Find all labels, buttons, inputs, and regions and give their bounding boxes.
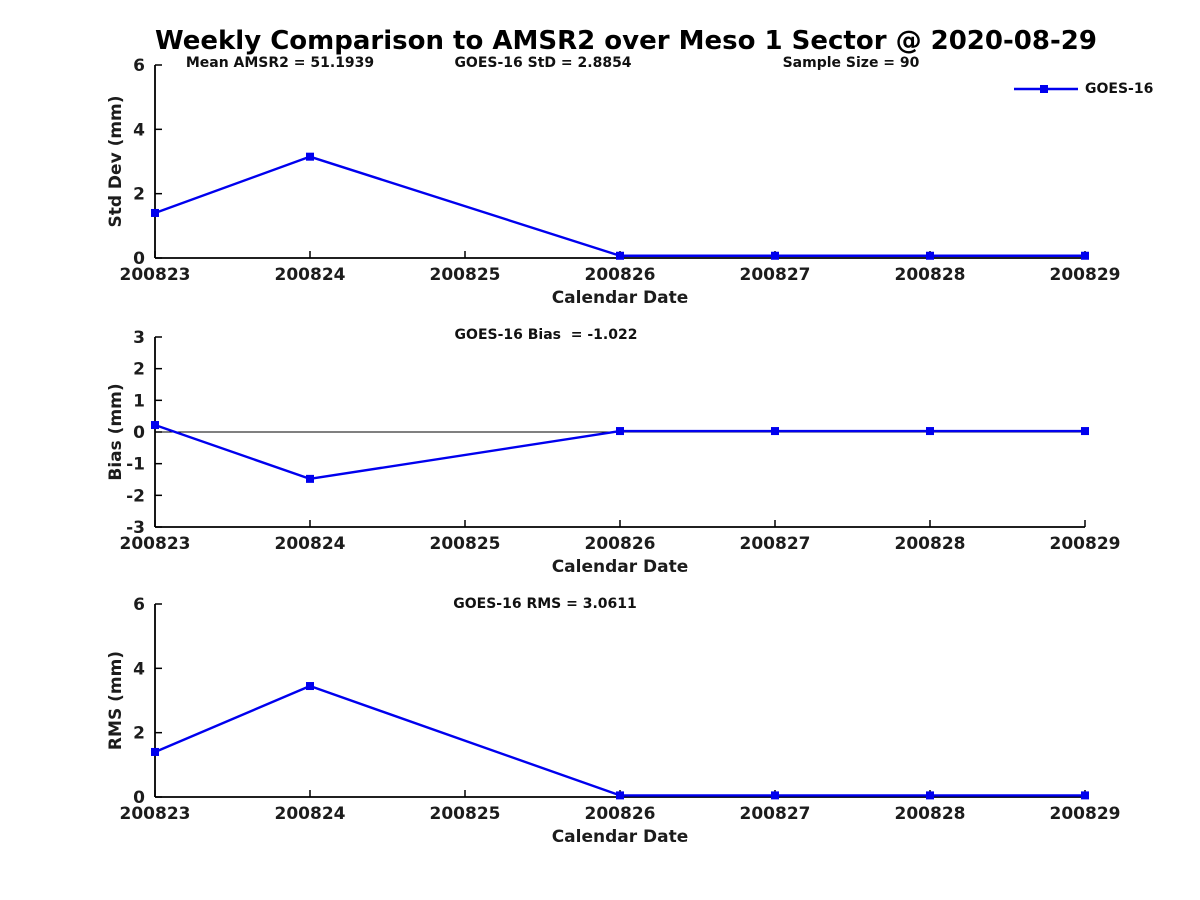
data-marker [616, 791, 624, 800]
x-tick-label: 200827 [740, 804, 811, 824]
y-axis-label: Bias (mm) [106, 383, 126, 480]
data-marker [306, 152, 314, 161]
legend: GOES-16 [1014, 81, 1153, 97]
y-tick-label: -1 [126, 455, 145, 475]
x-tick-label: 200823 [120, 534, 191, 554]
x-axis-label: Calendar Date [552, 557, 689, 577]
y-tick-label: -3 [126, 518, 145, 538]
legend-label: GOES-16 [1085, 81, 1154, 97]
data-marker [1081, 791, 1089, 800]
data-marker [1081, 427, 1089, 436]
x-tick-label: 200826 [585, 804, 656, 824]
x-tick-label: 200829 [1050, 804, 1121, 824]
x-tick-label: 200823 [120, 804, 191, 824]
x-tick-label: 200824 [275, 265, 346, 285]
data-marker [306, 474, 314, 483]
y-tick-label: 2 [133, 724, 145, 744]
data-marker [151, 421, 159, 430]
y-tick-label: 1 [133, 391, 145, 411]
y-axis-label: RMS (mm) [106, 651, 126, 750]
x-tick-label: 200825 [430, 534, 501, 554]
y-tick-label: 6 [133, 595, 145, 615]
plot-bias: 200823 200824 200825 200826 200827 200828 2008… [106, 328, 1120, 577]
data-marker [926, 427, 934, 436]
x-tick-label: 200829 [1050, 534, 1121, 554]
data-line [154, 684, 1085, 797]
y-tick-label: 0 [133, 423, 145, 443]
y-tick-label: 2 [133, 185, 145, 205]
legend-line-marker-icon [1014, 85, 1078, 93]
plot-rms: 200823 200824 200825 200826 200827 200828 2008… [106, 595, 1120, 847]
y-tick-label: 2 [133, 360, 145, 380]
x-tick-label: 200826 [585, 265, 656, 285]
x-tick-label: 200827 [740, 265, 811, 285]
x-tick-label: 200823 [120, 265, 191, 285]
x-tick-label: 200828 [895, 265, 966, 285]
y-tick-label: 3 [133, 328, 145, 348]
annotation-sample-size: Sample Size = 90 [782, 55, 920, 71]
y-tick-label: 4 [133, 120, 145, 140]
x-axis-label: Calendar Date [552, 288, 689, 308]
x-tick-label: 200824 [275, 804, 346, 824]
x-tick-label: 200824 [275, 534, 346, 554]
y-axis-label: Std Dev (mm) [106, 95, 126, 227]
x-tick-label: 200826 [585, 534, 656, 554]
annotation-mean-amsr2: Mean AMSR2 = 51.1939 [185, 55, 375, 71]
data-marker [771, 427, 779, 436]
y-tick-label: 6 [133, 56, 145, 76]
data-marker [1081, 251, 1089, 260]
data-marker [151, 747, 159, 756]
y-tick-label: 0 [133, 249, 145, 269]
x-tick-label: 200827 [740, 534, 811, 554]
data-marker [771, 791, 779, 800]
annotation-goes16-rms: GOES-16 RMS = 3.0611 [453, 596, 637, 612]
data-line [154, 155, 1085, 257]
annotation-goes16-std: GOES-16 StD = 2.8854 [454, 55, 632, 71]
x-axis-label: Calendar Date [552, 827, 689, 847]
plot-std-dev: 200823 200824 200825 200826 200827 200828 2008… [106, 56, 1120, 308]
data-marker [306, 682, 314, 691]
annotation-goes16-bias: GOES-16 Bias = -1.022 [454, 327, 638, 343]
y-tick-label: 4 [133, 659, 145, 679]
data-marker [926, 251, 934, 260]
figure-title: Weekly Comparison to AMSR2 over Meso 1 S… [155, 26, 1097, 56]
data-line [154, 423, 1085, 481]
y-tick-label: 0 [133, 788, 145, 808]
x-tick-label: 200829 [1050, 265, 1121, 285]
x-tick-label: 200828 [895, 534, 966, 554]
data-marker [616, 427, 624, 436]
x-tick-label: 200825 [430, 804, 501, 824]
data-marker [771, 251, 779, 260]
y-tick-label: -2 [126, 486, 145, 506]
x-tick-label: 200828 [895, 804, 966, 824]
x-tick-label: 200825 [430, 265, 501, 285]
data-marker [926, 791, 934, 800]
data-marker [151, 208, 159, 217]
data-marker [616, 251, 624, 260]
